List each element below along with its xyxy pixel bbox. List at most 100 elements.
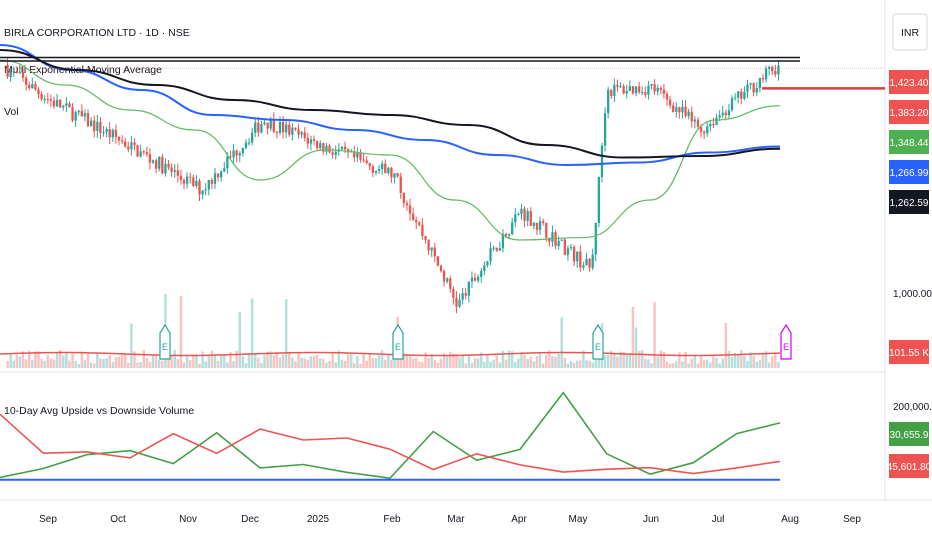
candle-body	[71, 107, 74, 121]
candle-body	[436, 256, 440, 266]
candle-body	[291, 127, 294, 135]
volume-bar	[266, 351, 269, 368]
candle-body	[68, 103, 71, 108]
candle-body	[690, 111, 693, 122]
ema-black-line	[0, 49, 781, 159]
volume-bar	[24, 359, 28, 368]
volume-bar	[520, 352, 523, 368]
volume-bar	[161, 360, 164, 368]
candle-body	[483, 265, 486, 271]
candle-body	[557, 240, 560, 247]
candle-body	[418, 222, 421, 225]
candle-body	[538, 221, 542, 230]
volume-bar	[696, 363, 700, 368]
earnings-marker-label: E	[783, 342, 789, 352]
volume-bar	[235, 350, 238, 368]
candle-body	[653, 84, 656, 92]
volume-bar	[176, 358, 180, 368]
x-tick-label: Sep	[843, 514, 861, 525]
lower-tag-text: 130,655.90	[884, 430, 932, 441]
volume-bar	[461, 355, 464, 368]
candle-body	[99, 121, 102, 133]
earnings-marker[interactable]: E	[159, 323, 171, 360]
volume-bar	[517, 358, 520, 368]
volume-bar	[452, 353, 455, 368]
earnings-marker[interactable]: E	[592, 323, 604, 360]
earnings-marker[interactable]: E	[392, 323, 404, 360]
volume-bar	[74, 360, 77, 368]
volume-bar	[216, 360, 220, 368]
x-tick-label: 2025	[307, 514, 330, 525]
candle-body	[232, 150, 235, 158]
volume-bar	[207, 355, 211, 368]
volume-bar	[226, 362, 229, 368]
candle-body	[86, 113, 90, 127]
candle-body	[619, 86, 622, 88]
volume-bar	[18, 356, 22, 368]
volume-bar	[247, 352, 251, 368]
volume-bar	[588, 360, 591, 368]
volume-bar	[687, 363, 690, 368]
volume-bar	[545, 354, 548, 368]
candle-body	[158, 156, 161, 169]
x-tick-label: May	[569, 514, 588, 525]
volume-bar	[504, 359, 508, 368]
volume-bar	[365, 360, 368, 368]
candle-body	[127, 146, 130, 150]
candle-body	[628, 86, 631, 91]
candle-body	[62, 105, 65, 108]
volume-bar	[749, 352, 752, 368]
volume-bar	[699, 356, 703, 368]
volume-bar	[188, 360, 192, 368]
volume-bar	[548, 350, 551, 368]
candle-body	[359, 153, 362, 160]
volume-bar	[318, 358, 322, 368]
x-tick-label: Sep	[39, 514, 57, 525]
candle-body	[356, 153, 359, 158]
candle-body	[625, 90, 628, 94]
volume-bar	[399, 354, 402, 368]
volume-bar	[690, 358, 694, 368]
earnings-marker[interactable]: E	[780, 323, 792, 360]
volume-bar	[241, 356, 245, 368]
candle-body	[771, 66, 774, 72]
volume-bar	[322, 358, 325, 368]
price-tag-last	[889, 70, 929, 94]
candle-body	[464, 293, 467, 296]
candle-body	[31, 83, 34, 89]
candle-body	[424, 236, 427, 240]
candle-body	[120, 140, 124, 142]
volume-bar	[21, 351, 25, 368]
candle-body	[582, 265, 585, 268]
volume-bar	[514, 361, 517, 368]
volume-bar	[359, 363, 362, 368]
candle-body	[322, 143, 325, 152]
candle-body	[455, 297, 458, 307]
currency-button[interactable]	[892, 13, 928, 51]
candle-body	[523, 208, 526, 221]
candle-body	[139, 151, 142, 157]
volume-bar	[185, 356, 189, 368]
volume-bar	[442, 353, 446, 368]
volume-bar	[65, 351, 68, 368]
volume-bar	[6, 361, 9, 368]
candle-body	[238, 153, 241, 156]
candle-body	[297, 129, 300, 135]
volume-bar	[340, 359, 344, 368]
volume-bar	[746, 360, 749, 368]
volume-bar	[356, 356, 359, 368]
volume-bar	[46, 355, 50, 368]
volume-bar	[736, 354, 740, 368]
volume-bar	[83, 360, 87, 368]
candle-body	[724, 112, 727, 116]
candle-body	[449, 278, 452, 289]
candle-body	[526, 211, 529, 221]
volume-bar	[374, 357, 378, 368]
candle-body	[266, 122, 269, 129]
volume-bar	[170, 354, 173, 368]
volume-bar	[278, 357, 282, 368]
volume-bar	[560, 317, 563, 368]
x-tick-label: Jun	[643, 514, 659, 525]
candle-body	[473, 277, 477, 281]
